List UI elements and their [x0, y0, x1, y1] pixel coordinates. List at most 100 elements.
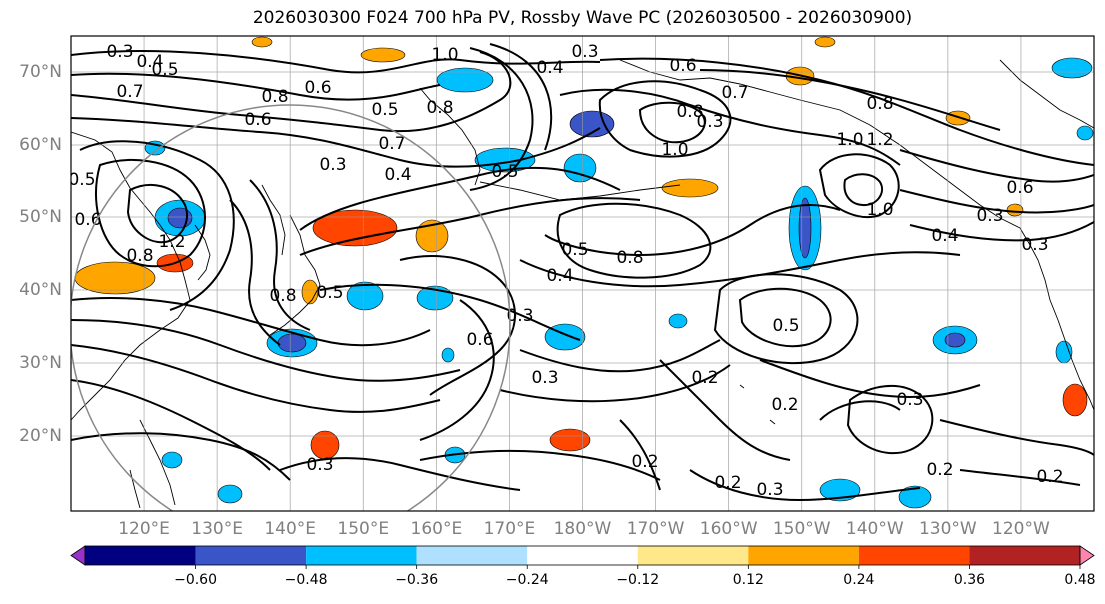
anomaly-patch	[1076, 125, 1094, 141]
colorbar-segment	[85, 546, 196, 565]
anomaly-patch	[251, 36, 273, 48]
contour-label: 0.6	[1006, 178, 1033, 198]
colorbar-tick-label: −0.12	[616, 572, 659, 588]
anomaly-patch	[474, 147, 536, 173]
colorbar-segment	[748, 546, 859, 565]
anomaly-patch	[360, 47, 406, 63]
anomaly-patch	[415, 219, 449, 253]
contour-label: 1.0	[866, 200, 893, 220]
contour-label: 0.8	[269, 286, 296, 306]
contour-label: 0.3	[106, 42, 133, 62]
latitude-label: 40°N	[19, 280, 62, 300]
contour-label: 0.6	[304, 78, 331, 98]
longitude-labels: 120°E 130°E 140°E 150°E 160°E 170°E 180°W 170°W…	[118, 519, 1050, 539]
contour-label: 0.7	[116, 82, 143, 102]
latitude-labels: 70°N 60°N 50°N 40°N 30°N 20°N	[19, 62, 62, 446]
colorbar: −0.60 −0.48 −0.36 −0.24 −0.12 0.12 0.24 0.36 0.4…	[70, 545, 1096, 588]
colorbar-extend-high	[1079, 545, 1095, 566]
contour-label: 0.5	[772, 316, 799, 336]
latitude-label: 50°N	[19, 207, 62, 227]
anomaly-patch	[668, 313, 688, 329]
latitude-label: 70°N	[19, 62, 62, 82]
contour-label: 0.2	[771, 395, 798, 415]
anomaly-patch	[167, 207, 193, 229]
contour-label: 0.8	[426, 98, 453, 118]
longitude-label: 120°E	[118, 519, 170, 539]
contour-label: 1.2	[158, 232, 185, 252]
contour-label: 0.5	[371, 100, 398, 120]
anomaly-patch	[1006, 203, 1024, 217]
longitude-label: 180°W	[554, 519, 612, 539]
contour-label: 0.3	[696, 112, 723, 132]
contour-label: 0.4	[136, 52, 163, 72]
contour-label: 0.2	[631, 452, 658, 472]
longitude-label: 160°E	[411, 519, 463, 539]
anomaly-patch	[563, 153, 597, 183]
anomaly-patch	[1051, 57, 1093, 79]
contour-label: 0.7	[721, 83, 748, 103]
colorbar-frame	[84, 545, 1081, 566]
contour-label: 1.0	[431, 45, 458, 65]
contour-label: 0.3	[976, 206, 1003, 226]
pv-contours	[71, 43, 1094, 502]
longitude-label: 150°W	[773, 519, 831, 539]
contour-label: 0.2	[691, 368, 718, 388]
contour-label: 0.8	[866, 94, 893, 114]
contour-label: 0.6	[244, 110, 271, 130]
range-circle	[71, 104, 511, 511]
contour-label: 0.8	[261, 87, 288, 107]
anomaly-patch	[944, 332, 966, 348]
anomaly-patch	[569, 110, 615, 138]
colorbar-tick-label: −0.48	[285, 572, 328, 588]
colorbar-segment	[306, 546, 417, 565]
latitude-label: 20°N	[19, 426, 62, 446]
contour-labels: 0.3 0.40.50.71.0 0.30.4 0.60.60.80.5 0.80.60…	[68, 42, 1064, 500]
anomaly-patch	[301, 279, 319, 305]
contour-label: 0.5	[68, 170, 95, 190]
contour-label: 0.3	[571, 42, 598, 62]
colorbar-segment	[637, 546, 749, 565]
contour-label: 0.8	[616, 248, 643, 268]
contour-label: 0.8	[126, 246, 153, 266]
contour-label: 0.3	[319, 155, 346, 175]
contour-label: 1.0	[836, 130, 863, 150]
colorbar-tick-label: 0.24	[843, 572, 874, 588]
anomaly-patch	[217, 484, 243, 504]
contour-label: 0.5	[151, 60, 178, 80]
longitude-label: 120°W	[992, 519, 1050, 539]
colorbar-segment	[969, 546, 1080, 565]
contour-label: 0.3	[506, 306, 533, 326]
map-title: 2026030300 F024 700 hPa PV, Rossby Wave …	[252, 8, 913, 28]
contour-label: 0.3	[531, 368, 558, 388]
anomaly-patch	[549, 428, 591, 452]
plot-frame	[70, 35, 1095, 512]
longitude-label: 140°E	[264, 519, 316, 539]
colorbar-segment	[858, 546, 970, 565]
latitude-label: 30°N	[19, 353, 62, 373]
longitude-label: 170°E	[484, 519, 536, 539]
contour-label: 1.0	[661, 140, 688, 160]
contour-label: 0.5	[561, 240, 588, 260]
contour-label: 0.4	[536, 58, 563, 78]
longitude-label: 170°W	[627, 519, 685, 539]
anomaly-patch	[346, 281, 384, 311]
contour-label: 0.4	[546, 266, 573, 286]
contour-label: 0.2	[714, 473, 741, 493]
anomaly-patch	[819, 478, 861, 502]
colorbar-tick-label: −0.24	[506, 572, 549, 588]
contour-label: 0.6	[466, 330, 493, 350]
contour-label: 0.4	[931, 226, 958, 246]
anomaly-patch	[161, 451, 183, 469]
contour-label: 0.3	[1021, 235, 1048, 255]
contour-label: 0.3	[306, 455, 333, 475]
colorbar-extend-low	[70, 545, 86, 566]
anomaly-patch	[898, 485, 932, 509]
colorbar-segment	[195, 546, 307, 565]
colorbar-segment	[527, 546, 638, 565]
anomaly-patch	[277, 333, 307, 353]
colorbar-tick-label: −0.36	[395, 572, 438, 588]
contour-label: 0.3	[756, 480, 783, 500]
longitude-label: 130°E	[191, 519, 243, 539]
contour-label: 0.7	[378, 134, 405, 154]
colorbar-tick-label: −0.60	[174, 572, 217, 588]
